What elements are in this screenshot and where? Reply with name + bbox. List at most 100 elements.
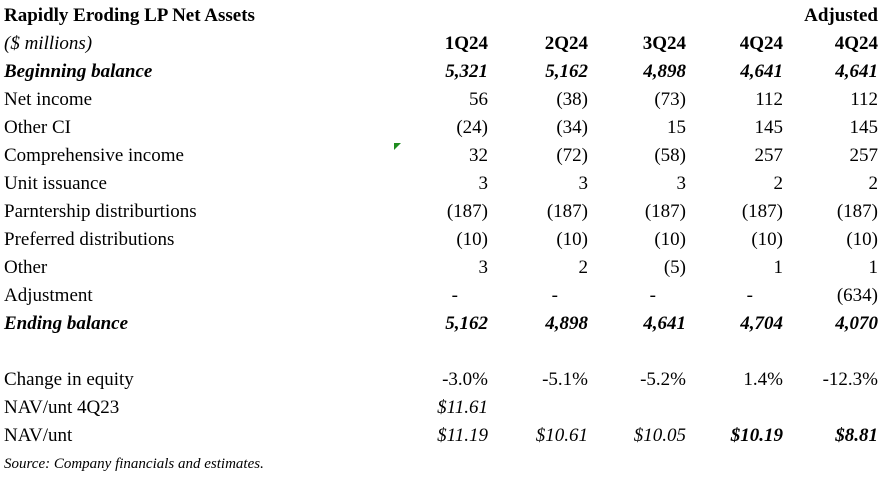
table-row-ending-balance: Ending balance 5,162 4,898 4,641 4,704 4… [0, 310, 882, 338]
cell: $11.61 [437, 397, 488, 418]
cell: (187) [546, 201, 588, 222]
cell-error-indicator-icon[interactable] [394, 143, 401, 150]
cell: 112 [850, 89, 878, 110]
cell: 15 [667, 117, 686, 138]
cell: 32 [469, 145, 488, 166]
cell: 2 [578, 257, 589, 278]
row-label: Parntership distriburtions [4, 201, 197, 222]
table-row-nav: NAV/unt $11.19 $10.61 $10.05 $10.19 $8.8… [0, 422, 882, 450]
row-label: Change in equity [4, 369, 134, 390]
cell: (187) [741, 201, 783, 222]
cell: 1 [868, 257, 879, 278]
cell-dash: - [746, 285, 753, 306]
cell: $10.61 [535, 425, 588, 446]
cell: 3 [578, 173, 589, 194]
row-label: Net income [4, 89, 93, 110]
cell: (10) [751, 229, 783, 250]
units-label: ($ millions) [4, 33, 93, 54]
row-label: Beginning balance [4, 61, 153, 82]
row-label: NAV/unt [4, 425, 73, 446]
row-label: Comprehensive income [4, 145, 184, 166]
cell-dash: - [451, 285, 458, 306]
cell: (10) [654, 229, 686, 250]
cell-dash: - [551, 285, 558, 306]
cell: 1 [773, 257, 784, 278]
cell: (34) [556, 117, 588, 138]
table-row-other-ci: Other CI (24) (34) 15 145 145 [0, 114, 882, 142]
cell: 4,641 [740, 61, 783, 82]
cell: (24) [456, 117, 488, 138]
table-row-unit-issuance: Unit issuance 3 3 3 2 2 [0, 170, 882, 198]
table-row-other: Other 3 2 (5) 1 1 [0, 254, 882, 282]
cell: (5) [663, 257, 686, 278]
cell: -3.0% [442, 369, 488, 390]
table-row-partnership-distributions: Parntership distriburtions (187) (187) (… [0, 198, 882, 226]
cell: - [683, 282, 783, 310]
cell: (10) [846, 229, 878, 250]
cell: 4,070 [835, 313, 878, 334]
col-header-2q24: 2Q24 [544, 33, 588, 54]
col-header-1q24: 1Q24 [444, 33, 488, 54]
row-label: Adjustment [4, 285, 93, 306]
cell-dash: - [649, 285, 656, 306]
cell: (10) [456, 229, 488, 250]
cell: 4,641 [643, 313, 686, 334]
row-label: Other CI [4, 117, 72, 138]
table-row-beginning-balance: Beginning balance 5,321 5,162 4,898 4,64… [0, 58, 882, 86]
cell: - [586, 282, 686, 310]
cell: 4,704 [740, 313, 783, 334]
col-header-3q24: 3Q24 [642, 33, 686, 54]
table-row-preferred-distributions: Preferred distributions (10) (10) (10) (… [0, 226, 882, 254]
table-row-change-in-equity: Change in equity -3.0% -5.1% -5.2% 1.4% … [0, 366, 882, 394]
table-title: Rapidly Eroding LP Net Assets [4, 5, 255, 26]
cell: 145 [849, 117, 879, 138]
row-label: NAV/unt 4Q23 [4, 397, 120, 418]
cell: 5,321 [445, 61, 488, 82]
row-label: Unit issuance [4, 173, 107, 194]
col-header-4q24: 4Q24 [739, 33, 783, 54]
cell: 5,162 [445, 313, 488, 334]
cell: $8.81 [835, 425, 878, 446]
cell: 4,898 [545, 313, 588, 334]
header-row: ($ millions) 1Q24 2Q24 3Q24 4Q24 4Q24 [0, 30, 882, 58]
cell: 4,641 [835, 61, 878, 82]
adjusted-header: Adjusted [804, 5, 878, 26]
cell: (72) [556, 145, 588, 166]
row-label: Other [4, 257, 48, 278]
cell: (634) [836, 285, 878, 306]
cell: 2 [868, 173, 879, 194]
cell: 145 [754, 117, 784, 138]
cell: - [488, 282, 588, 310]
table-row-comprehensive-income: Comprehensive income 32 (72) (58) 257 25… [0, 142, 882, 170]
cell: $10.05 [633, 425, 686, 446]
cell: 3 [478, 257, 489, 278]
cell: 56 [469, 89, 488, 110]
cell: (58) [654, 145, 686, 166]
cell: 257 [754, 145, 784, 166]
cell: 4,898 [643, 61, 686, 82]
cell: 1.4% [743, 369, 783, 390]
cell: 5,162 [545, 61, 588, 82]
cell: -5.2% [640, 369, 686, 390]
table-row-adjustment: Adjustment - - - - (634) [0, 282, 882, 310]
col-header-4q24-adjusted: 4Q24 [834, 33, 878, 54]
source-note: Source: Company financials and estimates… [4, 456, 264, 472]
cell: (187) [644, 201, 686, 222]
cell: (187) [836, 201, 878, 222]
row-label: Preferred distributions [4, 229, 175, 250]
table-row-net-income: Net income 56 (38) (73) 112 112 [0, 86, 882, 114]
cell: (10) [556, 229, 588, 250]
cell: 112 [755, 89, 783, 110]
cell: (73) [654, 89, 686, 110]
cell: $10.19 [730, 425, 783, 446]
cell: (38) [556, 89, 588, 110]
cell: 257 [849, 145, 879, 166]
cell: 3 [676, 173, 687, 194]
cell: (187) [446, 201, 488, 222]
table-row-nav-4q23: NAV/unt 4Q23 $11.61 [0, 394, 882, 422]
row-label: Ending balance [4, 313, 129, 334]
cell: -12.3% [822, 369, 878, 390]
cell: -5.1% [542, 369, 588, 390]
cell: 3 [478, 173, 489, 194]
cell: $11.19 [437, 425, 488, 446]
